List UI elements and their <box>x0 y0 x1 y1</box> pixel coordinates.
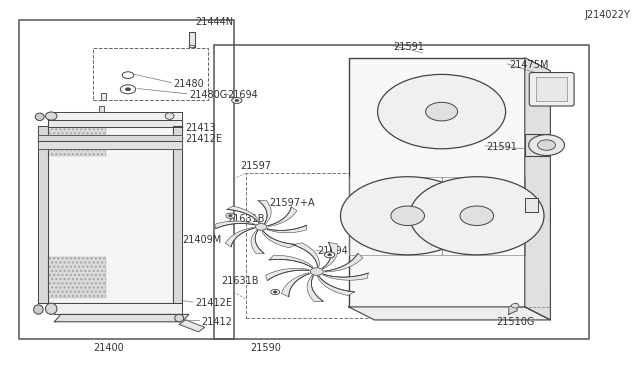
Polygon shape <box>525 58 550 320</box>
Polygon shape <box>525 134 549 156</box>
Bar <box>349 58 525 307</box>
Circle shape <box>122 72 134 78</box>
Bar <box>101 93 106 100</box>
Bar <box>48 257 106 298</box>
Ellipse shape <box>45 303 57 314</box>
Circle shape <box>273 291 277 293</box>
Polygon shape <box>251 230 264 253</box>
Text: 21412E: 21412E <box>186 135 223 144</box>
Polygon shape <box>323 242 338 269</box>
Polygon shape <box>173 126 182 303</box>
Polygon shape <box>225 227 254 247</box>
Text: 21694: 21694 <box>317 246 348 256</box>
Circle shape <box>328 254 332 256</box>
Ellipse shape <box>189 45 195 48</box>
Text: 21413: 21413 <box>186 124 216 133</box>
Text: 21480G: 21480G <box>189 90 227 100</box>
Polygon shape <box>38 141 182 149</box>
Bar <box>99 106 104 112</box>
Polygon shape <box>268 207 297 227</box>
Circle shape <box>226 213 235 218</box>
Circle shape <box>310 268 323 275</box>
Circle shape <box>232 97 242 103</box>
Circle shape <box>120 85 136 94</box>
Circle shape <box>460 206 493 225</box>
Text: 21480: 21480 <box>173 79 204 89</box>
Polygon shape <box>258 201 271 224</box>
Bar <box>214 45 589 339</box>
Circle shape <box>228 215 232 217</box>
Polygon shape <box>349 307 550 320</box>
Bar <box>19 20 234 339</box>
Text: 21694: 21694 <box>227 90 258 100</box>
Ellipse shape <box>45 112 57 120</box>
Circle shape <box>255 224 267 230</box>
Bar <box>48 126 173 303</box>
Circle shape <box>271 289 280 295</box>
Polygon shape <box>323 273 369 280</box>
Polygon shape <box>509 303 517 314</box>
Bar <box>48 126 106 156</box>
Polygon shape <box>227 206 260 223</box>
Text: 21444N: 21444N <box>195 17 234 27</box>
Polygon shape <box>293 243 319 267</box>
Text: 21400: 21400 <box>93 343 124 353</box>
Ellipse shape <box>34 305 43 314</box>
Circle shape <box>391 206 424 225</box>
Circle shape <box>410 177 544 255</box>
Polygon shape <box>267 225 307 233</box>
Ellipse shape <box>165 113 174 119</box>
Text: 21597+A: 21597+A <box>269 198 314 208</box>
Bar <box>189 32 195 46</box>
Bar <box>93 48 208 100</box>
Polygon shape <box>269 255 314 268</box>
Polygon shape <box>54 314 189 322</box>
Polygon shape <box>266 268 309 280</box>
Polygon shape <box>54 303 182 314</box>
Polygon shape <box>38 135 182 141</box>
Text: 21591: 21591 <box>394 42 424 51</box>
Circle shape <box>235 99 239 102</box>
Text: 21631B: 21631B <box>221 276 259 286</box>
Text: 21409M: 21409M <box>182 235 221 245</box>
Circle shape <box>125 88 131 91</box>
Text: 21597: 21597 <box>240 161 271 170</box>
Text: 21590: 21590 <box>250 343 281 353</box>
Polygon shape <box>179 320 205 332</box>
Circle shape <box>538 140 556 150</box>
Ellipse shape <box>35 113 44 121</box>
Text: 21591: 21591 <box>486 142 517 152</box>
Text: 21475: 21475 <box>474 196 504 206</box>
Bar <box>536 77 567 101</box>
Circle shape <box>529 135 564 155</box>
Circle shape <box>324 252 335 258</box>
Polygon shape <box>48 112 182 120</box>
FancyBboxPatch shape <box>529 73 574 106</box>
Polygon shape <box>307 275 323 302</box>
Circle shape <box>511 304 519 308</box>
Polygon shape <box>48 120 182 127</box>
Polygon shape <box>262 231 296 248</box>
Text: 21412E: 21412E <box>195 298 232 308</box>
Polygon shape <box>325 253 363 272</box>
Text: 21475M: 21475M <box>509 60 548 70</box>
Text: 21412: 21412 <box>202 317 232 327</box>
Bar <box>525 198 538 212</box>
Text: J214022Y: J214022Y <box>584 10 630 20</box>
Circle shape <box>426 102 458 121</box>
Text: 21631B: 21631B <box>227 215 265 224</box>
Ellipse shape <box>175 314 184 322</box>
Circle shape <box>340 177 475 255</box>
Circle shape <box>378 74 506 149</box>
Polygon shape <box>216 221 255 229</box>
Text: 21510G: 21510G <box>496 317 534 327</box>
Polygon shape <box>38 126 48 303</box>
Polygon shape <box>282 273 310 297</box>
Polygon shape <box>317 276 355 296</box>
